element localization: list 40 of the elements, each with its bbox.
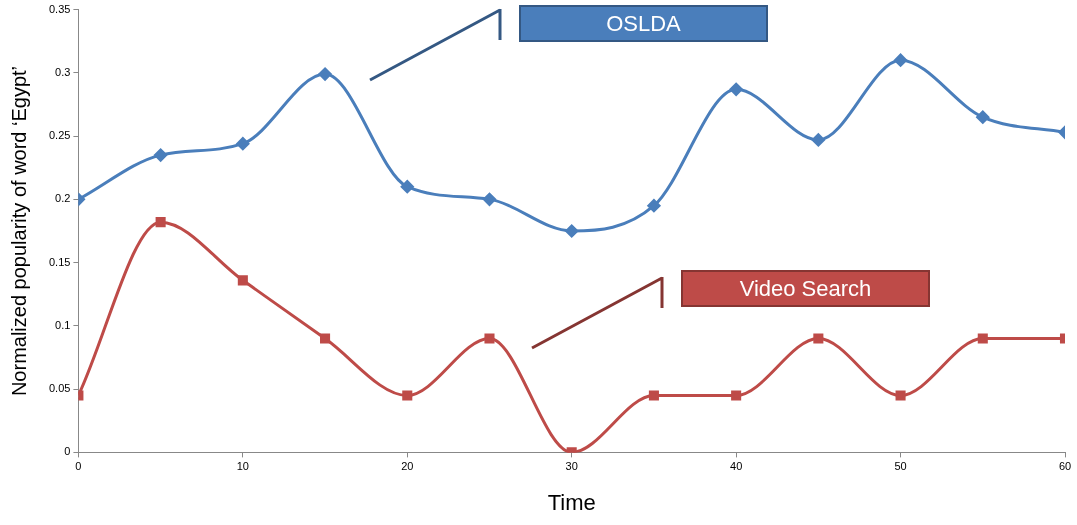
point bbox=[484, 333, 495, 344]
point bbox=[318, 67, 332, 81]
point bbox=[482, 192, 496, 206]
y-tick-label: 0.05 bbox=[48, 382, 71, 395]
x-tick-label: 40 bbox=[730, 460, 743, 473]
x-tick-label: 30 bbox=[565, 460, 578, 473]
point bbox=[895, 390, 906, 401]
x-tick-label: 50 bbox=[894, 460, 907, 473]
x-tick-label: 10 bbox=[236, 460, 249, 473]
y-tick-label: 0.3 bbox=[55, 65, 71, 78]
point bbox=[648, 390, 659, 401]
y-tick-label: 0.2 bbox=[55, 192, 71, 205]
point bbox=[155, 217, 166, 228]
point bbox=[729, 82, 743, 96]
point bbox=[237, 275, 248, 286]
y-tick-label: 0.25 bbox=[48, 129, 71, 142]
point bbox=[731, 390, 742, 401]
y-tick-label: 0.1 bbox=[55, 318, 71, 331]
x-axis-title: Time bbox=[547, 489, 596, 515]
y-tick-label: 0.15 bbox=[48, 255, 71, 268]
y-tick-label: 0.35 bbox=[48, 2, 71, 15]
callout-box: OSLDA bbox=[519, 5, 768, 42]
point bbox=[647, 199, 661, 213]
point bbox=[811, 133, 825, 147]
point bbox=[320, 333, 331, 344]
point bbox=[400, 180, 414, 194]
callout-box: Video Search bbox=[681, 270, 930, 307]
point bbox=[976, 110, 990, 124]
point bbox=[236, 137, 250, 151]
x-tick-label: 0 bbox=[75, 460, 82, 473]
point bbox=[565, 224, 579, 238]
x-tick-label: 20 bbox=[401, 460, 414, 473]
point bbox=[402, 390, 413, 401]
point bbox=[813, 333, 824, 344]
point bbox=[894, 53, 908, 67]
y-axis-title: Normalized popularity of word ‘Egypt’ bbox=[7, 65, 30, 397]
point bbox=[154, 148, 168, 162]
y-tick-label: 0 bbox=[64, 445, 71, 458]
x-tick-label: 60 bbox=[1058, 460, 1072, 473]
point bbox=[977, 333, 988, 344]
